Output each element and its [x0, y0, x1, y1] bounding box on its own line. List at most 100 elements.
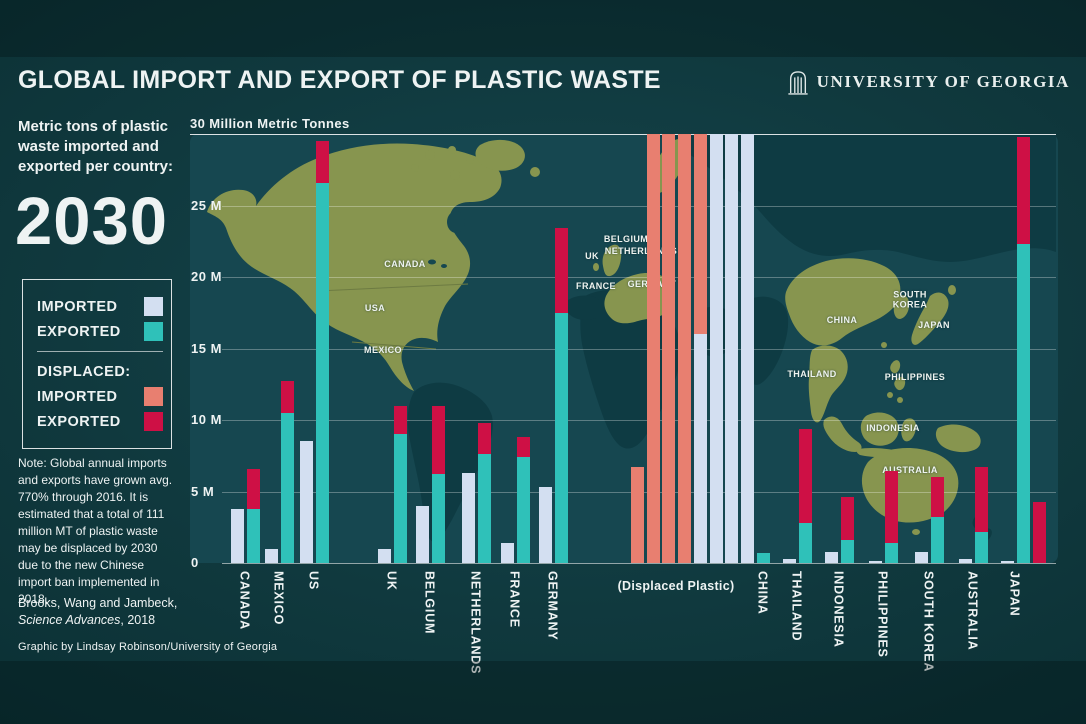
map-label-south-korea: SOUTH KOREA [892, 289, 928, 310]
bar-displaced-3-displaced_imported [662, 134, 676, 563]
legend-item-exported: EXPORTED [37, 319, 163, 344]
legend-label-imported: IMPORTED [37, 298, 118, 315]
top-band [0, 0, 1086, 57]
y-tick-20m: 20 M [191, 269, 222, 284]
bar-displaced-exported-netherlands [478, 422, 491, 455]
bar-displaced-exported-belgium [432, 405, 445, 475]
bar-exported-mexico [281, 412, 294, 563]
bar-displaced-1-displaced_imported [631, 467, 644, 563]
graphic-credit: Graphic by Lindsay Robinson/University o… [18, 641, 278, 653]
bar-displaced-exported-australia [975, 467, 988, 532]
bar-imported-south-korea [915, 551, 928, 563]
bar-exported-france [517, 457, 530, 563]
bar-displaced-exported-extra-japan [1033, 501, 1046, 563]
gridline-30m [190, 134, 1056, 135]
x-label-mexico: MEXICO [271, 571, 286, 626]
legend-divider [37, 351, 163, 352]
map-label-indonesia: INDONESIA [866, 423, 920, 433]
map-label-usa: USA [364, 303, 386, 313]
bar-displaced-exported-mexico [281, 381, 294, 413]
source-year: , 2018 [120, 612, 156, 627]
chart-description: Metric tons of plastic waste imported an… [18, 118, 174, 175]
map-details [317, 211, 469, 350]
source-citation: Brooks, Wang and Jambeck, Science Advanc… [18, 595, 188, 629]
source-authors: Brooks, Wang and Jambeck, [18, 596, 178, 610]
x-label-philippines: PHILIPPINES [875, 571, 890, 658]
legend-label-displaced-exported: EXPORTED [37, 413, 121, 430]
bar-displaced-6-imported [709, 134, 723, 563]
x-label-france: FRANCE [507, 571, 522, 628]
legend-label-exported: EXPORTED [37, 323, 121, 340]
legend-item-displaced-imported: IMPORTED [37, 384, 163, 409]
x-label-canada: CANADA [237, 571, 252, 630]
bar-exported-us [316, 182, 329, 563]
legend-item-displaced-exported: EXPORTED [37, 409, 163, 434]
y-axis-top-label: 30 Million Metric Tonnes [190, 116, 350, 131]
bar-exported-south-korea [931, 517, 944, 563]
bar-imported-philippines [869, 560, 882, 563]
y-tick-5m: 5 M [191, 483, 215, 499]
bar-exported-belgium [432, 474, 445, 563]
gridline-0m [222, 563, 1056, 564]
bar-imported-belgium [416, 505, 429, 563]
bar-exported-australia [975, 531, 988, 563]
bar-displaced-exported-canada [247, 468, 260, 509]
bar-imported-indonesia [825, 551, 838, 563]
map-label-france: FRANCE [576, 281, 616, 291]
bar-displaced-exported-us [316, 141, 329, 183]
bar-imported-uk [378, 548, 391, 563]
bar-displaced-5-imported [693, 334, 707, 563]
x-label-netherlands: NETHERLANDS [468, 571, 483, 675]
page-title: GLOBAL IMPORT AND EXPORT OF PLASTIC WAST… [18, 66, 661, 94]
x-label-australia: AUSTRALIA [965, 571, 980, 651]
x-label-displaced-plastic: (Displaced Plastic) [617, 579, 735, 593]
map-label-belgium: BELGIUM [603, 234, 649, 244]
y-tick-25m: 25 M [191, 197, 222, 213]
university-logo-text: UNIVERSITY OF GEORGIA [816, 72, 1070, 91]
bar-displaced-exported-philippines [885, 471, 898, 543]
bar-exported-japan [1017, 244, 1030, 563]
bar-imported-thailand [783, 558, 796, 563]
map-label-uk: UK [585, 251, 599, 261]
uga-arch-icon [788, 71, 808, 95]
year-headline: 2030 [15, 184, 169, 259]
bar-displaced-exported-france [517, 437, 530, 458]
bar-displaced-7-imported [725, 134, 739, 563]
legend-item-displaced-heading: DISPLACED: [37, 359, 163, 384]
map-label-australia: AUSTRALIA [882, 465, 938, 475]
gridline-25m [222, 205, 1056, 207]
bar-imported-germany [539, 487, 552, 563]
bar-imported-mexico [265, 548, 278, 563]
map-label-mexico: MEXICO [364, 345, 402, 355]
university-logo: UNIVERSITY OF GEORGIA [787, 68, 1070, 96]
source-journal: Science Advances [18, 612, 121, 627]
bar-imported-australia [959, 558, 972, 563]
bar-displaced-8-imported [740, 134, 754, 563]
bar-imported-japan [1001, 560, 1014, 563]
x-label-thailand: THAILAND [789, 571, 804, 642]
map-label-philippines: PHILIPPINES [884, 372, 946, 382]
x-label-belgium: BELGIUM [422, 571, 437, 635]
bar-displaced-2-displaced_imported [646, 134, 660, 563]
bar-exported-germany [555, 312, 568, 563]
y-tick-15m: 15 M [191, 340, 222, 356]
x-label-china: CHINA [755, 571, 770, 615]
bottom-band [0, 661, 1086, 724]
x-label-uk: UK [384, 571, 399, 591]
bar-displaced-4-displaced_imported [678, 134, 692, 563]
x-label-japan: JAPAN [1007, 571, 1022, 617]
bar-exported-uk [394, 434, 407, 563]
legend-label-displaced-imported: IMPORTED [37, 388, 118, 405]
bar-displaced-exported-uk [394, 405, 407, 435]
legend-swatch-imported [144, 297, 163, 316]
legend-swatch-exported [144, 322, 163, 341]
bar-exported-thailand [799, 522, 812, 563]
bar-displaced-5-displaced_imported [693, 134, 707, 335]
map-label-thailand: THAILAND [787, 369, 837, 379]
bar-imported-france [501, 542, 514, 563]
legend-item-imported: IMPORTED [37, 294, 163, 319]
gridline-15m [222, 348, 1056, 350]
x-label-indonesia: INDONESIA [831, 571, 846, 648]
x-label-germany: GERMANY [545, 571, 560, 641]
